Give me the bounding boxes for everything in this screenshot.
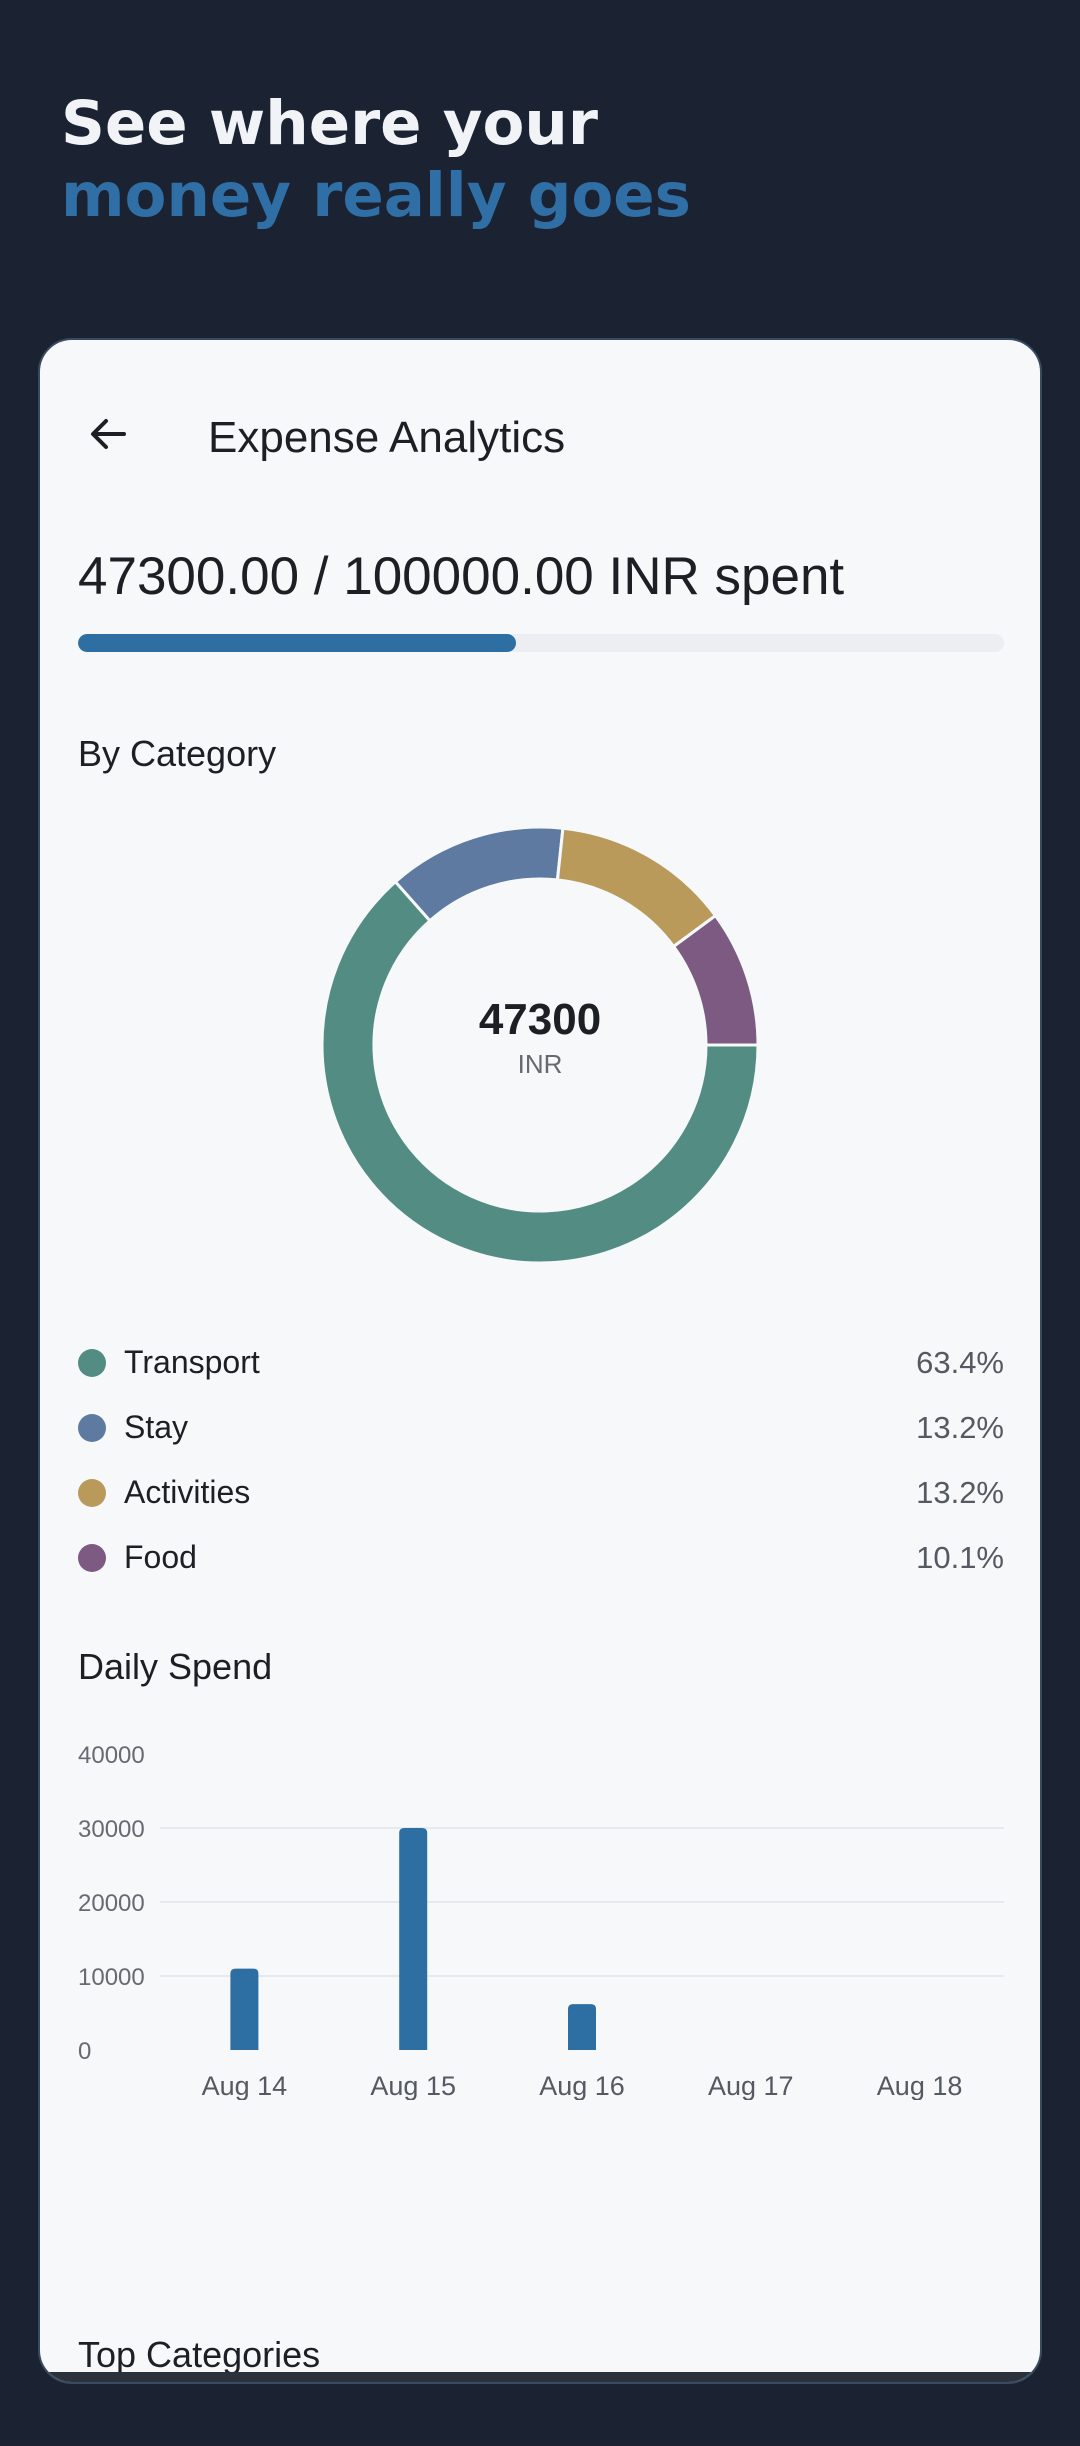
section-title-by-category: By Category — [78, 733, 277, 774]
donut-slice-stay — [393, 825, 565, 923]
bar-aug-14 — [230, 1968, 259, 2050]
y-tick-label: 40000 — [78, 1742, 145, 1769]
budget-progress-fill — [78, 634, 516, 652]
bar-aug-16 — [568, 2004, 596, 2050]
category-legend: Transport 63.4% Stay 13.2% Activities 13.2% Fo… — [78, 1330, 1004, 1590]
back-button[interactable] — [80, 406, 136, 462]
legend-dot-food — [78, 1543, 106, 1572]
y-tick-label: 30000 — [78, 1816, 145, 1843]
section-title-top-categories: Top Categories — [78, 2334, 321, 2375]
legend-dot-activities — [78, 1478, 106, 1507]
page-title: Expense Analytics — [208, 413, 566, 462]
x-tick-label: Aug 15 — [370, 2071, 456, 2100]
legend-item-stay: Stay 13.2% — [78, 1395, 1004, 1460]
x-tick-label: Aug 17 — [708, 2071, 794, 2100]
legend-label-stay: Stay — [124, 1409, 189, 1445]
legend-pct-food: 10.1% — [916, 1539, 1004, 1575]
daily-spend-bar-chart: 0 10000 20000 30000 40000 Aug 14 Aug 15 Aug 16 A… — [78, 1742, 1004, 2100]
donut-slice-activities — [555, 826, 718, 949]
legend-pct-transport: 63.4% — [916, 1344, 1004, 1380]
promo-line-2: money really goes — [61, 160, 691, 231]
y-tick-label: 10000 — [78, 1964, 145, 1991]
legend-label-food: Food — [124, 1539, 197, 1575]
section-title-daily-spend: Daily Spend — [78, 1646, 273, 1687]
legend-dot-transport — [78, 1348, 106, 1377]
donut-slice-food — [671, 913, 760, 1047]
legend-dot-stay — [78, 1413, 106, 1442]
budget-summary: 47300.00 / 100000.00 INR spent — [78, 547, 845, 606]
promo-line-1: See where your — [61, 88, 598, 159]
budget-progress-bar — [78, 634, 1004, 652]
legend-pct-stay: 13.2% — [916, 1409, 1004, 1445]
x-tick-label: Aug 14 — [202, 2071, 288, 2100]
phone-bottom-edge — [40, 2372, 1040, 2382]
legend-label-transport: Transport — [124, 1344, 260, 1380]
legend-item-activities: Activities 13.2% — [78, 1460, 1004, 1525]
donut-slice-transport — [320, 879, 760, 1265]
legend-item-food: Food 10.1% — [78, 1525, 1004, 1590]
promo-heading: See where your money really goes — [61, 88, 691, 232]
legend-label-activities: Activities — [124, 1474, 251, 1510]
legend-pct-activities: 13.2% — [916, 1474, 1004, 1510]
category-donut-chart — [320, 825, 760, 1265]
x-tick-label: Aug 16 — [539, 2071, 625, 2100]
arrow-left-icon — [91, 419, 126, 449]
x-tick-label: Aug 18 — [877, 2071, 963, 2100]
y-tick-label: 0 — [78, 2038, 91, 2065]
phone-frame: Expense Analytics 47300.00 / 100000.00 I… — [38, 338, 1042, 2384]
legend-item-transport: Transport 63.4% — [78, 1330, 1004, 1395]
y-tick-label: 20000 — [78, 1890, 145, 1917]
bar-aug-15 — [399, 1828, 428, 2050]
